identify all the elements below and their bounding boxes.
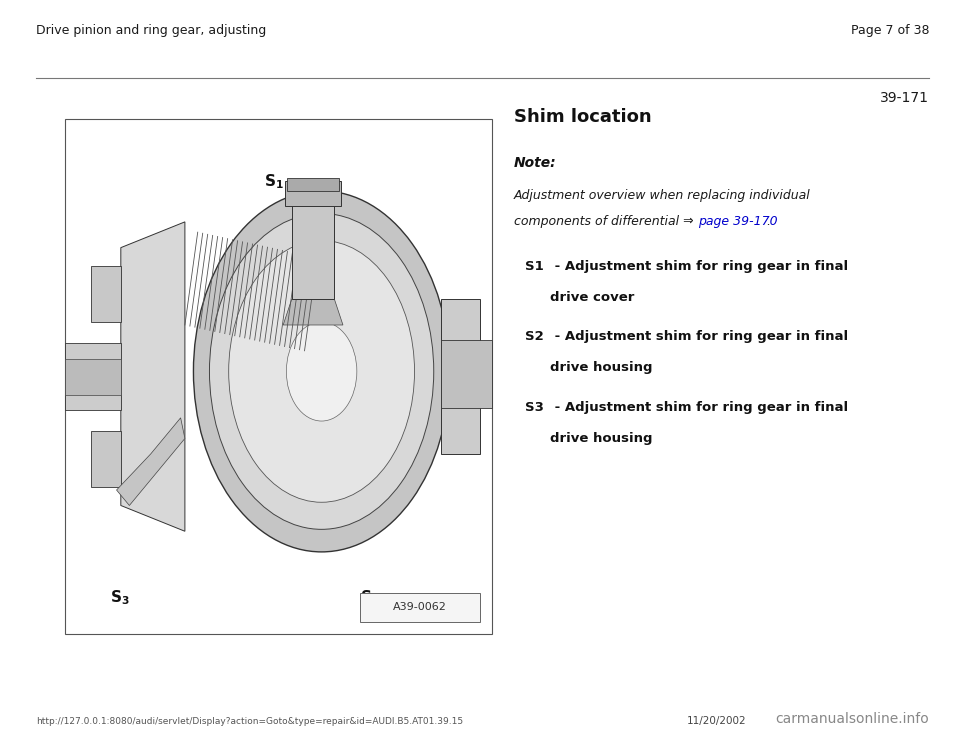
Bar bbox=[442, 299, 480, 454]
Text: $\mathbf{S}_\mathbf{3}$: $\mathbf{S}_\mathbf{3}$ bbox=[110, 588, 130, 607]
Bar bbox=[285, 180, 341, 206]
Bar bbox=[91, 266, 121, 323]
Text: drive cover: drive cover bbox=[550, 291, 635, 304]
Polygon shape bbox=[116, 418, 185, 505]
Text: Page 7 of 38: Page 7 of 38 bbox=[851, 24, 929, 38]
Text: carmanualsonline.info: carmanualsonline.info bbox=[776, 712, 929, 726]
Text: 39-171: 39-171 bbox=[880, 91, 929, 105]
Polygon shape bbox=[121, 222, 185, 531]
Text: Note:: Note: bbox=[514, 156, 556, 170]
Bar bbox=[292, 186, 334, 299]
Text: Adjustment overview when replacing individual: Adjustment overview when replacing indiv… bbox=[514, 189, 810, 203]
Ellipse shape bbox=[194, 191, 449, 552]
Ellipse shape bbox=[209, 214, 434, 529]
Text: S2: S2 bbox=[525, 330, 544, 344]
Bar bbox=[65, 119, 492, 634]
Text: S1: S1 bbox=[525, 260, 544, 273]
Text: http://127.0.0.1:8080/audi/servlet/Display?action=Goto&type=repair&id=AUDI.B5.AT: http://127.0.0.1:8080/audi/servlet/Displ… bbox=[36, 717, 464, 726]
Bar bbox=[65, 358, 121, 395]
Polygon shape bbox=[283, 299, 343, 325]
Bar bbox=[91, 430, 121, 487]
Text: Drive pinion and ring gear, adjusting: Drive pinion and ring gear, adjusting bbox=[36, 24, 267, 38]
Ellipse shape bbox=[286, 322, 357, 421]
Text: - Adjustment shim for ring gear in final: - Adjustment shim for ring gear in final bbox=[550, 260, 849, 273]
Text: Shim location: Shim location bbox=[514, 108, 651, 125]
Text: drive housing: drive housing bbox=[550, 432, 653, 445]
Bar bbox=[360, 593, 480, 622]
Text: A39-0062: A39-0062 bbox=[393, 603, 446, 612]
Text: 11/20/2002: 11/20/2002 bbox=[686, 716, 746, 726]
Text: $\mathbf{S}_\mathbf{2}$: $\mathbf{S}_\mathbf{2}$ bbox=[360, 588, 379, 607]
Text: components of differential ⇒: components of differential ⇒ bbox=[514, 215, 697, 229]
Ellipse shape bbox=[228, 240, 415, 502]
Text: drive housing: drive housing bbox=[550, 361, 653, 375]
Bar bbox=[442, 341, 492, 407]
Text: - Adjustment shim for ring gear in final: - Adjustment shim for ring gear in final bbox=[550, 330, 849, 344]
Text: page 39-170: page 39-170 bbox=[698, 215, 778, 229]
Text: $\mathbf{S}_\mathbf{1}$: $\mathbf{S}_\mathbf{1}$ bbox=[264, 172, 283, 191]
Text: - Adjustment shim for ring gear in final: - Adjustment shim for ring gear in final bbox=[550, 401, 849, 414]
Text: .: . bbox=[763, 215, 771, 229]
Bar bbox=[65, 343, 121, 410]
Text: S3: S3 bbox=[525, 401, 544, 414]
Bar bbox=[287, 178, 339, 191]
